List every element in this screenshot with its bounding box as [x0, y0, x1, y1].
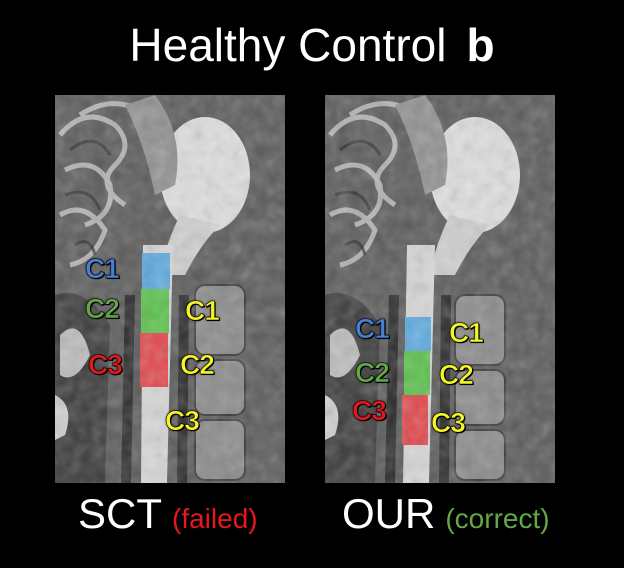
spine-label-c2-our: C2	[355, 357, 390, 389]
title-text: Healthy Control	[129, 19, 447, 71]
mri-image-sct	[55, 95, 285, 483]
figure-title: Healthy Control b	[0, 18, 624, 72]
spine-label-c1-our: C1	[355, 313, 390, 345]
caption-sct: SCT (failed)	[78, 490, 258, 538]
mri-panel-our: C1 C2 C3 C1 C2 C3	[325, 95, 555, 483]
method-name-sct: SCT	[78, 490, 162, 537]
panel-letter: b	[466, 19, 495, 71]
status-correct: (correct)	[445, 503, 550, 534]
vertebra-label-c2-our: C2	[439, 359, 474, 391]
caption-our: OUR (correct)	[342, 490, 550, 538]
method-name-our: OUR	[342, 490, 436, 537]
spine-label-c1-sct: C1	[85, 253, 120, 285]
mri-image-our	[325, 95, 555, 483]
spine-label-c2-sct: C2	[85, 293, 120, 325]
vertebra-label-c3-our: C3	[431, 407, 466, 439]
vertebra-label-c1-sct: C1	[185, 295, 220, 327]
mri-panel-sct: C1 C2 C3 C1 C2 C3	[55, 95, 285, 483]
vertebra-label-c3-sct: C3	[165, 405, 200, 437]
spine-label-c3-sct: C3	[88, 349, 123, 381]
spine-label-c3-our: C3	[352, 395, 387, 427]
status-failed: (failed)	[172, 503, 258, 534]
vertebra-label-c2-sct: C2	[180, 349, 215, 381]
vertebra-label-c1-our: C1	[449, 317, 484, 349]
